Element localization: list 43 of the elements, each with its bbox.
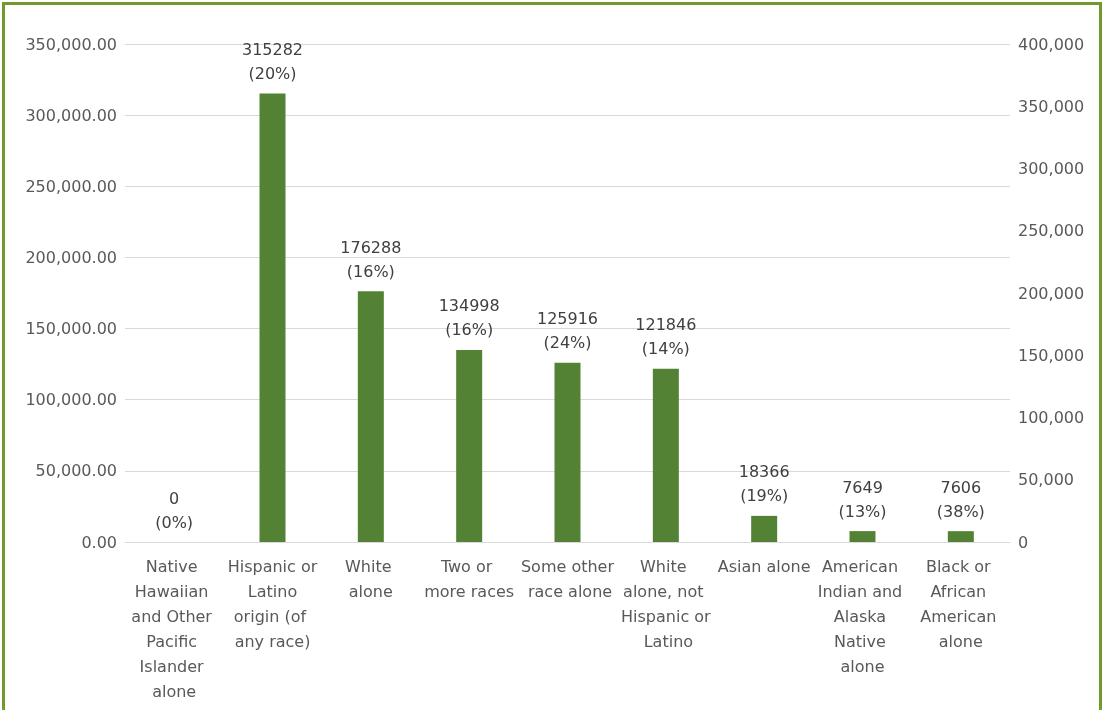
data-label: 0 (0%) — [155, 488, 194, 532]
y2-tick-label: 150,000 — [1018, 345, 1085, 365]
x-tick-label: Native Hawaiian and Other Pacific Islander alone — [131, 557, 218, 701]
y-tick-label: 0.00 — [81, 532, 117, 552]
data-label: 18366 (19%) — [738, 462, 790, 506]
x-tick-label: Two or more races — [424, 557, 515, 601]
y-tick-label: 100,000.00 — [25, 390, 117, 410]
x-tick-label: Asian alone — [717, 557, 811, 576]
x-tick-label: White alone — [345, 557, 397, 601]
y-tick-label: 50,000.00 — [35, 461, 117, 481]
data-label: 121846 (14%) — [635, 315, 697, 359]
y2-tick-label: 100,000 — [1018, 408, 1085, 427]
y-tick-label: 200,000.00 — [25, 247, 117, 267]
y2-tick-label: 300,000 — [1018, 159, 1085, 178]
bar — [357, 291, 384, 542]
y2-tick-label: 0 — [1018, 532, 1029, 552]
x-tick-label: Black or African American alone — [920, 557, 1002, 651]
bar — [259, 93, 286, 542]
y-tick-label: 350,000.00 — [25, 34, 117, 54]
y-tick-label: 250,000.00 — [25, 176, 117, 196]
x-tick-label: White alone, not Hispanic or Latino — [621, 557, 712, 651]
y-tick-label: 150,000.00 — [25, 319, 117, 339]
bar — [849, 531, 876, 542]
y2-tick-label: 50,000 — [1018, 470, 1074, 490]
data-label: 315282 (20%) — [241, 39, 304, 83]
x-tick-label: American Indian and Alaska Native alone — [817, 557, 908, 676]
y2-tick-label: 200,000 — [1018, 283, 1085, 303]
data-label: 176288 (16%) — [340, 237, 402, 281]
bar — [456, 349, 483, 542]
bar — [751, 515, 778, 542]
x-tick-label: Hispanic or Latino origin (of any race) — [227, 557, 318, 651]
bar — [652, 368, 679, 542]
data-label: 7649 (13%) — [838, 477, 887, 521]
y-tick-label: 300,000.00 — [25, 105, 117, 125]
y2-tick-label: 350,000 — [1018, 96, 1085, 116]
data-label: 7606 (38%) — [936, 477, 985, 521]
data-label: 125916 (24%) — [536, 309, 599, 353]
data-label: 134998 (16%) — [438, 296, 500, 340]
bar — [947, 531, 974, 542]
y2-tick-label: 400,000 — [1018, 34, 1085, 54]
y2-tick-label: 250,000 — [1018, 221, 1085, 241]
x-tick-label: Some other race alone — [520, 557, 615, 601]
bar — [554, 362, 581, 542]
